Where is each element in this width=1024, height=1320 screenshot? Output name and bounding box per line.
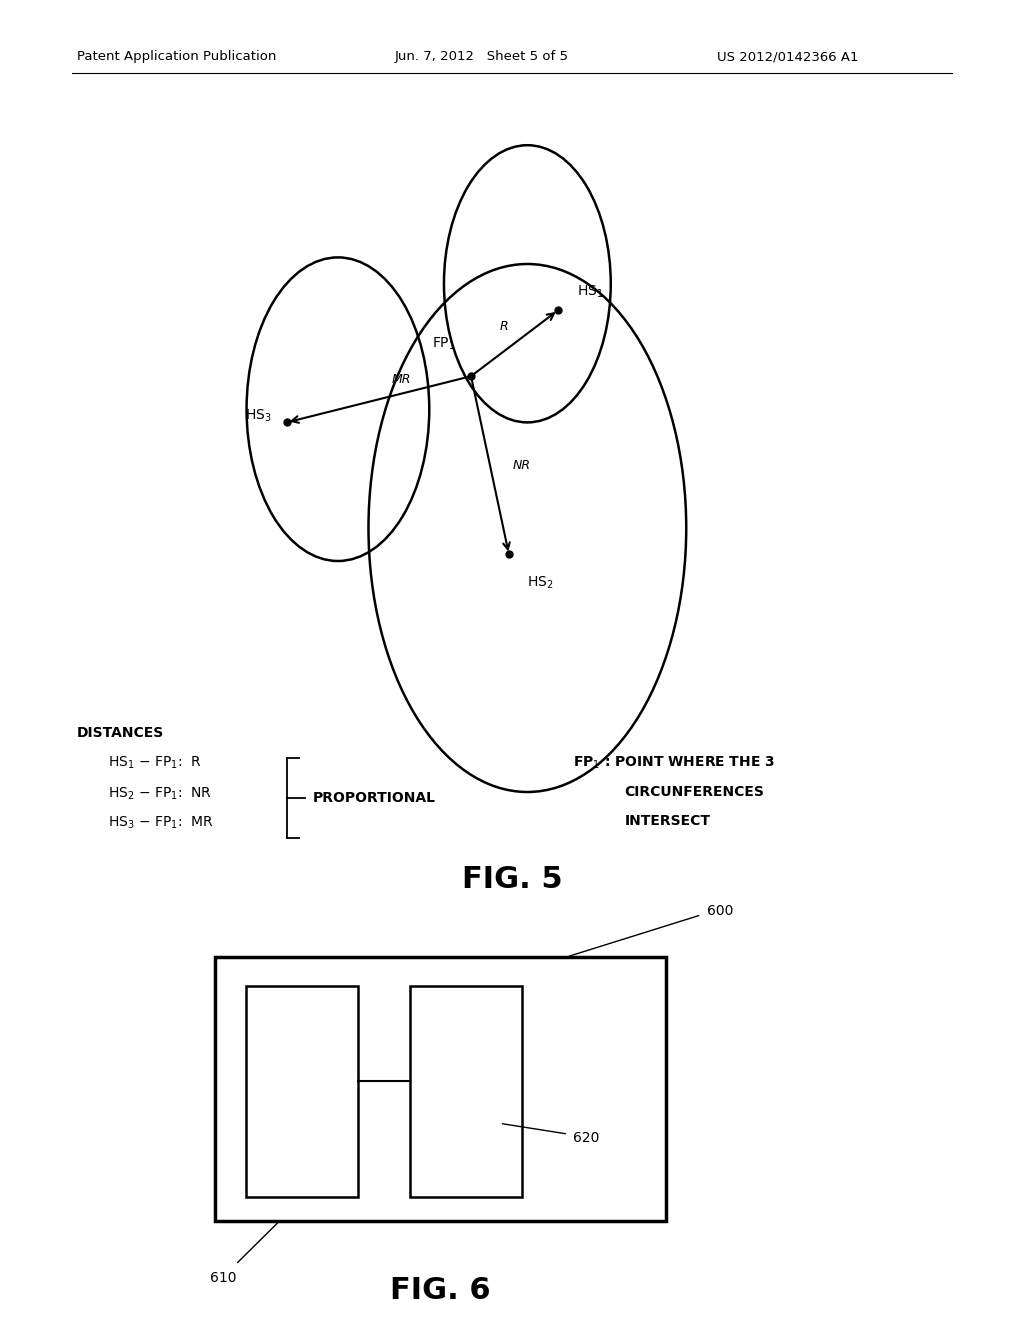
Text: R: R <box>500 319 509 333</box>
Text: NR: NR <box>513 459 530 471</box>
Bar <box>410 986 522 1197</box>
Text: Jun. 7, 2012   Sheet 5 of 5: Jun. 7, 2012 Sheet 5 of 5 <box>394 50 568 63</box>
Text: HS$_3$ $-$ FP$_1$:  MR: HS$_3$ $-$ FP$_1$: MR <box>108 814 214 830</box>
Text: HS$_1$: HS$_1$ <box>577 284 603 300</box>
Text: MR: MR <box>391 374 411 385</box>
Text: Patent Application Publication: Patent Application Publication <box>77 50 276 63</box>
Text: HS$_1$ $-$ FP$_1$:  R: HS$_1$ $-$ FP$_1$: R <box>108 755 202 771</box>
Text: HS$_3$: HS$_3$ <box>245 408 271 424</box>
Text: 620: 620 <box>573 1131 600 1146</box>
Bar <box>246 986 358 1197</box>
Text: 610: 610 <box>210 1271 237 1286</box>
Text: PROPORTIONAL: PROPORTIONAL <box>312 791 435 805</box>
Text: FP$_1$: FP$_1$ <box>432 337 456 352</box>
Text: HS$_2$: HS$_2$ <box>527 574 554 590</box>
Bar <box>215 957 666 1221</box>
Text: HS$_2$ $-$ FP$_1$:  NR: HS$_2$ $-$ FP$_1$: NR <box>108 785 212 801</box>
Text: FIG. 6: FIG. 6 <box>390 1276 490 1305</box>
Text: CIRCUNFERENCES: CIRCUNFERENCES <box>625 785 765 800</box>
Text: INTERSECT: INTERSECT <box>625 814 711 829</box>
Text: US 2012/0142366 A1: US 2012/0142366 A1 <box>717 50 858 63</box>
Text: FIG. 5: FIG. 5 <box>462 865 562 894</box>
Text: 600: 600 <box>707 904 733 917</box>
Text: FP$_1$ : POINT WHERE THE 3: FP$_1$ : POINT WHERE THE 3 <box>573 755 775 771</box>
Text: DISTANCES: DISTANCES <box>77 726 164 741</box>
